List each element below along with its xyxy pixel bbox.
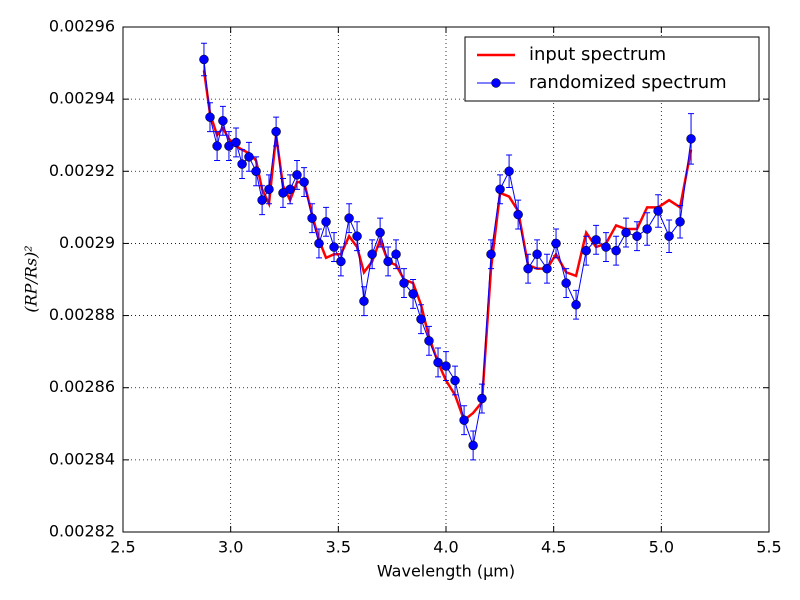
data-point bbox=[571, 300, 581, 310]
data-point bbox=[441, 361, 451, 371]
data-point bbox=[504, 166, 514, 177]
data-point bbox=[675, 217, 685, 227]
data-point bbox=[581, 245, 591, 256]
data-point bbox=[307, 213, 317, 223]
data-point bbox=[336, 256, 346, 267]
data-point bbox=[653, 206, 663, 216]
data-point bbox=[601, 242, 611, 252]
legend-marker bbox=[491, 78, 501, 88]
data-point bbox=[399, 278, 409, 288]
data-point bbox=[231, 137, 241, 148]
data-point bbox=[383, 256, 393, 267]
data-point bbox=[532, 249, 542, 259]
data-point bbox=[664, 231, 674, 241]
data-point bbox=[257, 195, 267, 205]
data-point bbox=[408, 289, 418, 299]
data-point bbox=[212, 141, 222, 151]
data-point bbox=[621, 227, 631, 238]
data-point bbox=[352, 231, 362, 241]
y-axis-label: (RP/Rs)² bbox=[22, 245, 41, 312]
y-tick-label: 0.00296 bbox=[49, 17, 115, 36]
data-point bbox=[486, 249, 496, 259]
data-point bbox=[686, 134, 696, 144]
data-point bbox=[218, 116, 228, 126]
data-point bbox=[251, 166, 261, 177]
data-point bbox=[314, 238, 324, 249]
data-point bbox=[329, 242, 339, 252]
x-tick-label: 2.5 bbox=[110, 538, 135, 557]
legend-label: randomized spectrum bbox=[529, 72, 727, 93]
data-point bbox=[199, 54, 209, 65]
data-point bbox=[285, 184, 295, 195]
data-point bbox=[375, 227, 385, 238]
data-point bbox=[292, 170, 302, 180]
data-point bbox=[450, 375, 460, 386]
x-tick-label: 3.0 bbox=[218, 538, 243, 557]
data-point bbox=[271, 126, 281, 137]
data-point bbox=[632, 231, 642, 241]
x-tick-label: 3.5 bbox=[326, 538, 351, 557]
y-tick-label: 0.00284 bbox=[49, 449, 115, 468]
data-point bbox=[642, 224, 652, 234]
legend-label: input spectrum bbox=[529, 44, 666, 65]
data-point bbox=[542, 263, 552, 274]
x-axis-label: Wavelength (μm) bbox=[377, 562, 515, 581]
data-point bbox=[367, 249, 377, 259]
data-point bbox=[391, 249, 401, 259]
data-point bbox=[561, 278, 571, 288]
data-point bbox=[205, 112, 215, 122]
y-tick-label: 0.00282 bbox=[49, 522, 115, 541]
data-point bbox=[299, 177, 309, 187]
y-tick-label: 0.00286 bbox=[49, 377, 115, 396]
plot-frame bbox=[122, 26, 770, 533]
data-point bbox=[433, 357, 443, 368]
data-point bbox=[359, 296, 369, 306]
data-point bbox=[523, 263, 533, 274]
y-tick-label: 0.00294 bbox=[49, 89, 115, 108]
y-tick-label: 0.00292 bbox=[49, 161, 115, 180]
data-point bbox=[468, 440, 478, 451]
data-point bbox=[495, 184, 505, 195]
data-point bbox=[551, 238, 561, 249]
data-point bbox=[344, 213, 354, 223]
data-point bbox=[321, 217, 331, 227]
data-point bbox=[244, 152, 254, 162]
data-point bbox=[424, 336, 434, 346]
data-point bbox=[611, 245, 621, 256]
data-point bbox=[237, 159, 247, 169]
data-point bbox=[416, 314, 426, 324]
data-point bbox=[264, 184, 274, 195]
data-point bbox=[477, 393, 487, 404]
x-tick-label: 4.5 bbox=[541, 538, 566, 557]
y-tick-label: 0.0029 bbox=[59, 233, 115, 252]
x-tick-label: 5.0 bbox=[649, 538, 674, 557]
data-point bbox=[591, 235, 601, 245]
x-tick-label: 5.5 bbox=[756, 538, 781, 557]
x-tick-label: 4.0 bbox=[433, 538, 458, 557]
data-point bbox=[459, 415, 469, 425]
data-point bbox=[513, 209, 523, 220]
y-tick-label: 0.00288 bbox=[49, 305, 115, 324]
legend-box bbox=[464, 36, 760, 102]
